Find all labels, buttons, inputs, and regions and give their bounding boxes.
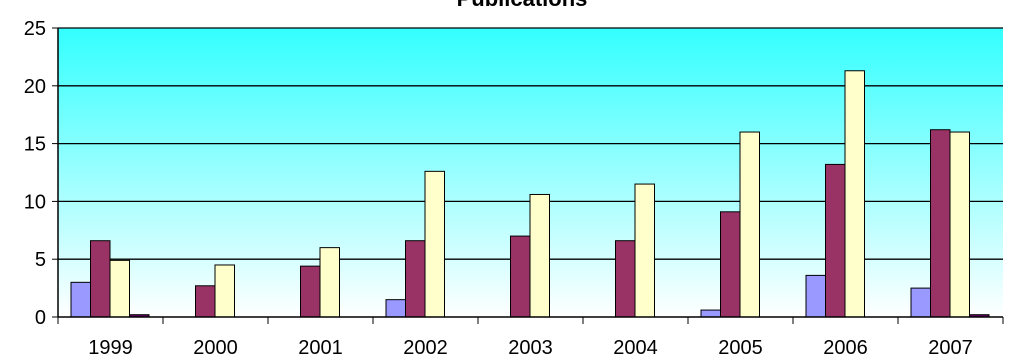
y-tick-labels: 0 5 10 15 20 25: [24, 18, 46, 329]
x-tick-label: 2007: [928, 337, 973, 359]
bar: [109, 259, 130, 318]
bar: [529, 193, 550, 318]
bar: [739, 131, 760, 318]
x-tick-label: 1999: [88, 337, 133, 359]
x-tick-label: 2004: [613, 337, 658, 359]
bar: [825, 163, 846, 318]
bar: [214, 264, 235, 318]
axes: [57, 28, 1004, 324]
x-tick-label: 2006: [823, 337, 868, 359]
x-tick-label: 2002: [403, 337, 448, 359]
chart-title: Publications: [457, 0, 588, 11]
bar: [90, 240, 111, 318]
bar: [615, 240, 636, 318]
bar: [319, 247, 340, 318]
bar: [424, 170, 445, 318]
y-tick-label: 25: [24, 18, 46, 40]
bar: [930, 129, 951, 318]
y-tick-label: 5: [35, 249, 46, 271]
bar: [634, 183, 655, 318]
y-tick-label: 10: [24, 191, 46, 213]
bar: [510, 235, 531, 318]
x-tick-label: 2005: [718, 337, 763, 359]
bar: [949, 131, 970, 318]
x-tick-label: 2000: [193, 337, 238, 359]
x-tick-label: 2003: [508, 337, 553, 359]
bar: [910, 287, 931, 318]
y-tick-label: 20: [24, 76, 46, 98]
bar: [70, 281, 91, 318]
bar: [195, 285, 216, 318]
bar: [405, 240, 426, 318]
bar: [805, 274, 826, 318]
bar: [720, 211, 741, 318]
bar: [300, 265, 321, 318]
bar: [385, 299, 406, 318]
bar: [844, 70, 865, 318]
y-tick-label: 0: [35, 307, 46, 329]
x-tick-label: 2001: [298, 337, 343, 359]
y-tick-label: 15: [24, 134, 46, 156]
bar: [700, 309, 721, 318]
x-tick-labels: 1999 2000 2001 2002 2003 2004 2005 2006 2007: [88, 337, 973, 359]
